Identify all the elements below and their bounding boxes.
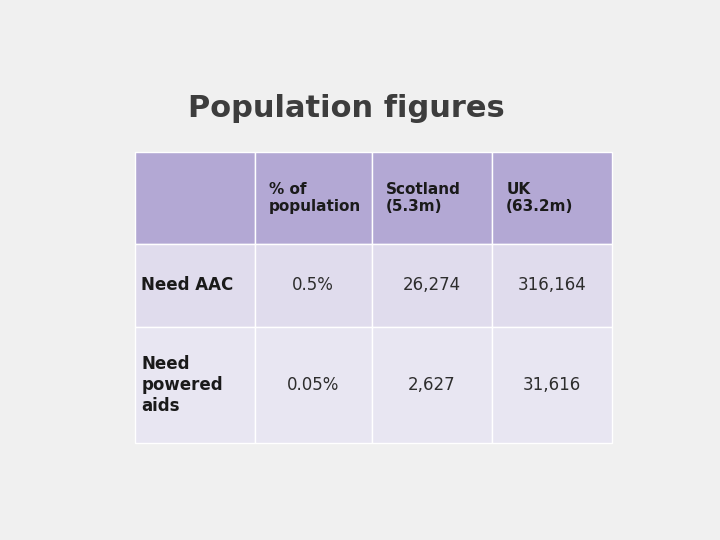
- Text: Need AAC: Need AAC: [141, 276, 233, 294]
- Text: Need
powered
aids: Need powered aids: [141, 355, 223, 415]
- FancyBboxPatch shape: [255, 152, 372, 244]
- FancyBboxPatch shape: [135, 152, 255, 244]
- FancyBboxPatch shape: [255, 244, 372, 327]
- Text: 2,627: 2,627: [408, 376, 456, 394]
- FancyBboxPatch shape: [372, 327, 492, 443]
- Text: % of
population: % of population: [269, 181, 361, 214]
- Text: UK
(63.2m): UK (63.2m): [506, 181, 574, 214]
- Text: Scotland
(5.3m): Scotland (5.3m): [386, 181, 461, 214]
- FancyBboxPatch shape: [255, 327, 372, 443]
- Text: 0.05%: 0.05%: [287, 376, 339, 394]
- FancyBboxPatch shape: [492, 327, 612, 443]
- FancyBboxPatch shape: [372, 244, 492, 327]
- FancyBboxPatch shape: [492, 152, 612, 244]
- Text: 31,616: 31,616: [523, 376, 581, 394]
- FancyBboxPatch shape: [135, 327, 255, 443]
- FancyBboxPatch shape: [135, 244, 255, 327]
- Text: 316,164: 316,164: [518, 276, 586, 294]
- FancyBboxPatch shape: [372, 152, 492, 244]
- Text: 0.5%: 0.5%: [292, 276, 334, 294]
- Text: Population figures: Population figures: [189, 94, 505, 123]
- Text: 26,274: 26,274: [402, 276, 461, 294]
- FancyBboxPatch shape: [492, 244, 612, 327]
